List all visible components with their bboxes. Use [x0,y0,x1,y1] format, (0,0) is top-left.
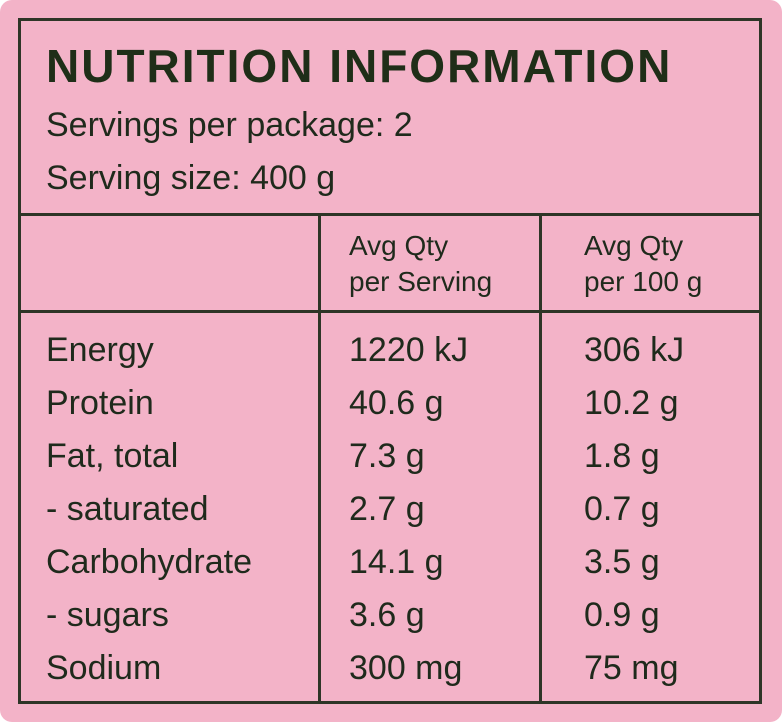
nutrient-per-serving: 2.7 g [349,490,425,528]
nutrition-label: NUTRITION INFORMATION Servings per packa… [18,18,762,704]
nutrient-name: - sugars [46,596,169,634]
nutrient-name: Carbohydrate [46,543,253,581]
nutrient-name: Fat, total [46,437,179,475]
nutrient-name: Sodium [46,649,162,687]
column-header-per-serving-line1: Avg Qty [349,230,449,261]
column-header-per-100g-line2: per 100 g [584,266,703,297]
servings-per-package: Servings per package: 2 [46,106,413,144]
nutrient-row-sodium: Sodium 300 mg 75 mg [21,642,759,695]
nutrient-per-100g: 10.2 g [584,384,679,422]
nutrient-per-100g: 1.8 g [584,437,660,475]
nutrient-per-100g: 306 kJ [584,331,685,369]
nutrient-per-100g: 75 mg [584,649,679,687]
nutrient-row-sugars: - sugars 3.6 g 0.9 g [21,589,759,642]
nutrient-row-carbohydrate: Carbohydrate 14.1 g 3.5 g [21,536,759,589]
column-divider-serving [318,213,321,701]
nutrient-per-serving: 1220 kJ [349,331,469,369]
nutrient-per-serving: 40.6 g [349,384,444,422]
column-header-per-100g: Avg Qty per 100 g [584,228,702,300]
nutrient-per-100g: 0.9 g [584,596,660,634]
nutrient-per-100g: 3.5 g [584,543,660,581]
nutrient-row-energy: Energy 1220 kJ 306 kJ [21,324,759,377]
nutrient-row-saturated: - saturated 2.7 g 0.7 g [21,483,759,536]
column-header-divider [21,310,759,313]
nutrient-name: Energy [46,331,154,369]
nutrient-row-fat-total: Fat, total 7.3 g 1.8 g [21,430,759,483]
serving-size: Serving size: 400 g [46,159,336,197]
column-header-per-serving-line2: per Serving [349,266,493,297]
nutrient-per-serving: 3.6 g [349,596,425,634]
nutrient-rows: Energy 1220 kJ 306 kJ Protein 40.6 g 10.… [21,324,759,695]
nutrient-per-serving: 14.1 g [349,543,444,581]
nutrient-name: Protein [46,384,154,422]
column-header-per-serving: Avg Qty per Serving [349,228,492,300]
nutrient-name: - saturated [46,490,209,528]
nutrient-per-100g: 0.7 g [584,490,660,528]
nutrient-per-serving: 7.3 g [349,437,425,475]
header-divider [21,213,759,216]
nutrient-per-serving: 300 mg [349,649,463,687]
nutrient-row-protein: Protein 40.6 g 10.2 g [21,377,759,430]
column-header-per-100g-line1: Avg Qty [584,230,684,261]
label-title: NUTRITION INFORMATION [46,40,673,92]
column-divider-100g [539,213,542,701]
